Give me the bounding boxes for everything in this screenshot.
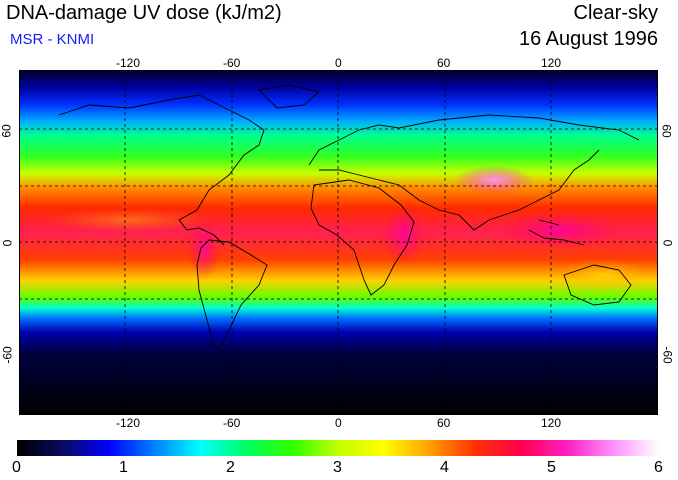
gridlines <box>19 70 658 415</box>
australia-coast <box>563 264 632 306</box>
north-america-coast <box>58 94 265 246</box>
scale-label: 1 <box>119 459 128 476</box>
australia-band <box>559 259 649 291</box>
indonesia-coast <box>528 219 585 246</box>
sky-condition-label: Clear-sky <box>573 2 658 24</box>
lon-tick-top: 60 <box>437 56 451 70</box>
map-title: DNA-damage UV dose (kJ/m2) <box>6 2 282 24</box>
south-america-coast <box>196 239 268 351</box>
lat-tick-left: 60 <box>0 124 14 138</box>
lon-tick-bottom: 60 <box>437 416 451 430</box>
scale-label: 2 <box>226 459 235 476</box>
lat-tick-right: -60 <box>660 346 675 364</box>
lat-tick-left: -60 <box>0 346 15 364</box>
map-border <box>19 70 658 415</box>
east-africa-hotspot <box>382 205 426 265</box>
lon-tick-bottom: -60 <box>223 416 241 430</box>
uv-dose-world-map <box>19 70 658 415</box>
color-scale-bar <box>17 440 659 456</box>
andes-hotspot <box>188 220 220 280</box>
pacific-band <box>49 208 209 232</box>
eurasia-north-coast <box>308 114 640 166</box>
data-source-label: MSR - KNMI <box>10 31 95 48</box>
greenland-coast <box>258 84 320 109</box>
date-label: 16 August 1996 <box>518 28 658 50</box>
coastlines <box>58 84 640 351</box>
scale-label: 4 <box>440 459 449 476</box>
scale-label: 3 <box>333 459 342 476</box>
tibet-hotspot <box>454 166 534 194</box>
lon-tick-top: 120 <box>541 56 562 70</box>
lat-tick-right: 60 <box>659 124 674 138</box>
lon-tick-bottom: 0 <box>335 416 342 430</box>
scale-label: 5 <box>547 459 556 476</box>
lat-tick-left: 0 <box>0 239 15 247</box>
scale-label: 0 <box>12 459 21 476</box>
eurasia-south-coast <box>319 149 600 231</box>
lat-tick-right: 0 <box>660 239 675 247</box>
lon-tick-bottom: -120 <box>116 416 141 430</box>
indonesia-hotspot <box>499 212 619 248</box>
scale-label: 6 <box>654 459 663 476</box>
lon-tick-bottom: 120 <box>541 416 562 430</box>
africa-coast <box>310 179 415 296</box>
lon-tick-top: -60 <box>223 56 241 70</box>
lon-tick-top: 0 <box>335 56 342 70</box>
lon-tick-top: -120 <box>116 56 141 70</box>
